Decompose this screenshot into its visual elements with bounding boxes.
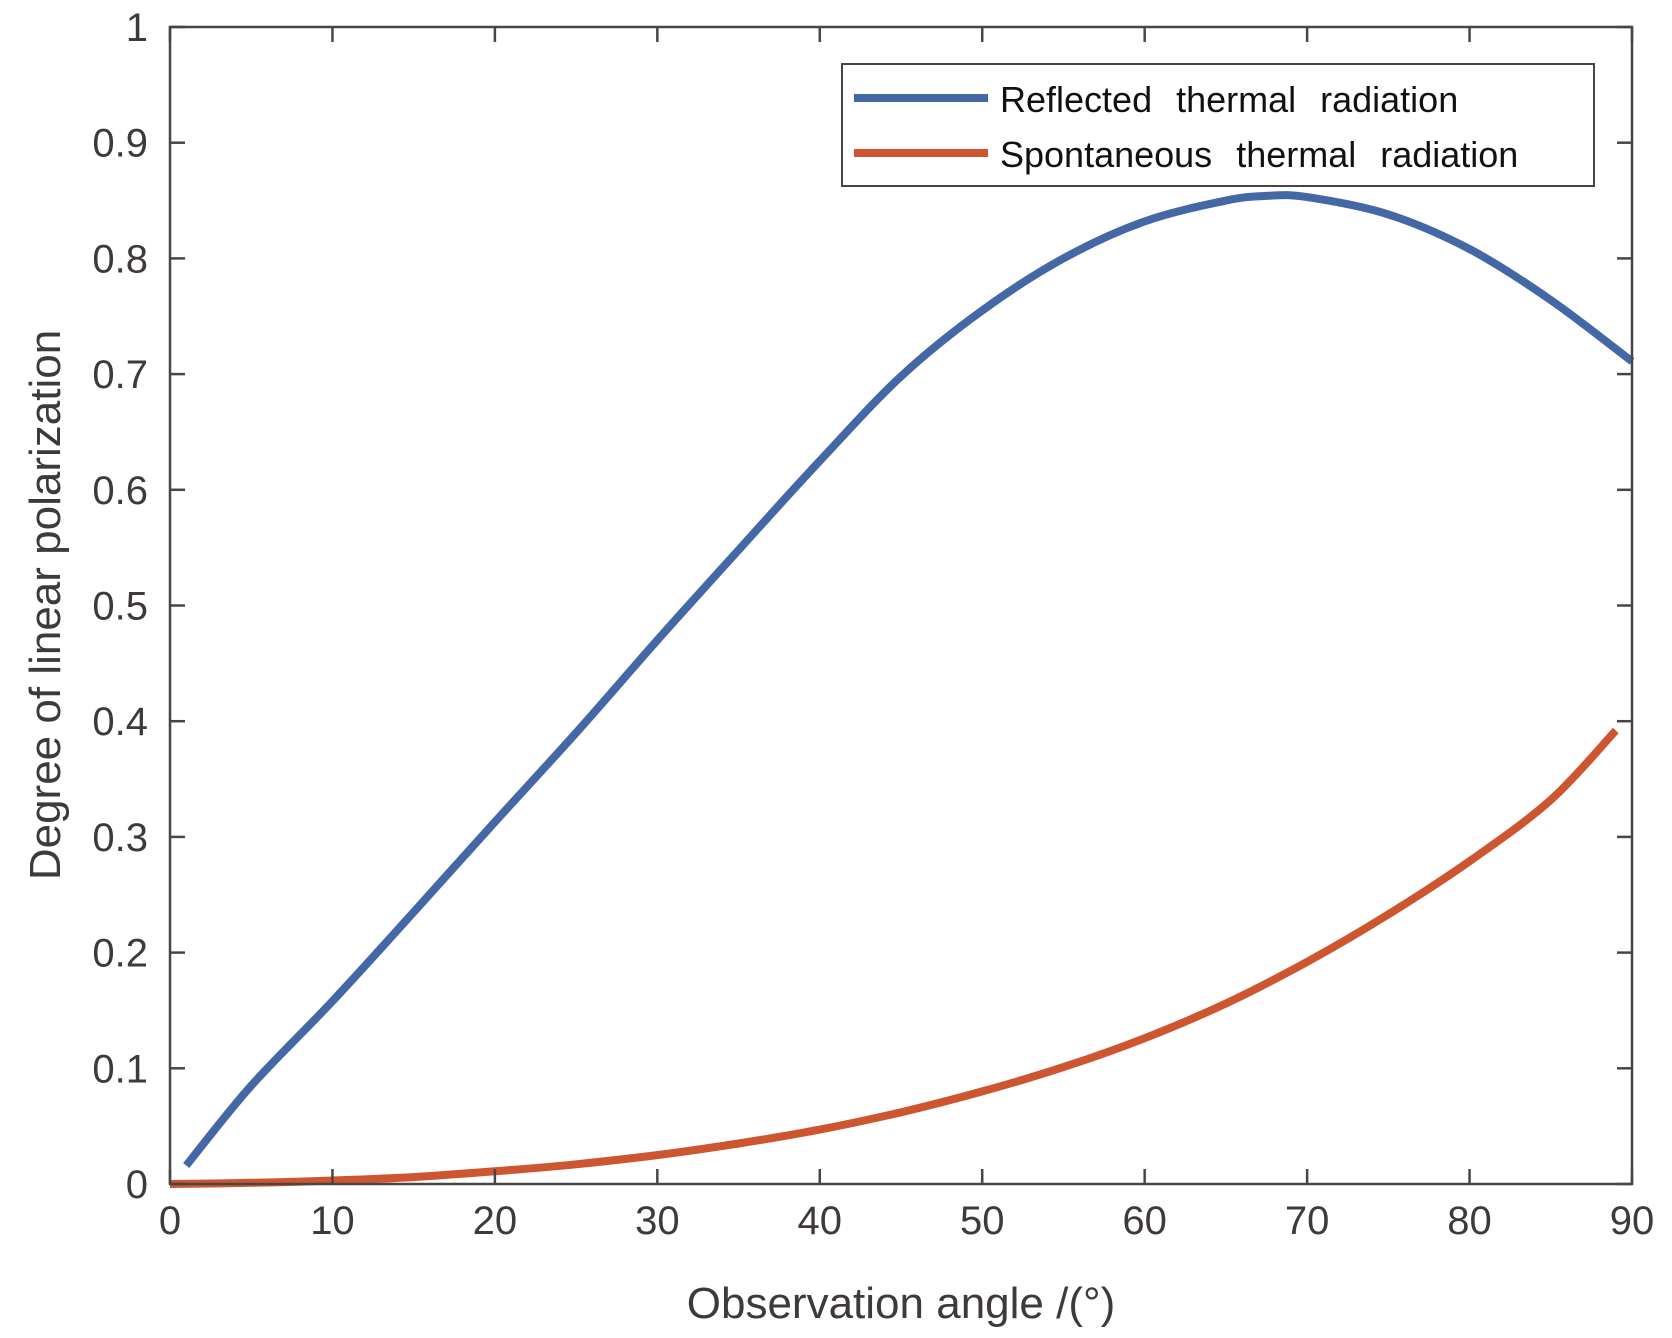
x-tick-label: 80	[1447, 1199, 1492, 1243]
y-tick-label: 0.3	[92, 816, 148, 860]
y-tick-label: 0.7	[92, 353, 148, 397]
x-tick-label: 30	[635, 1199, 680, 1243]
x-tick-label: 0	[159, 1199, 181, 1243]
legend: Reflected thermal radiation Spontaneous …	[841, 63, 1595, 187]
series-layer	[169, 191, 1635, 1188]
y-tick-label: 0.4	[92, 700, 148, 744]
legend-label-reflected: Reflected thermal radiation	[1000, 79, 1458, 120]
y-tick-label: 0	[126, 1163, 148, 1207]
x-tick-label: 90	[1610, 1199, 1655, 1243]
x-tick-label: 20	[473, 1199, 518, 1243]
x-tick-label: 40	[798, 1199, 843, 1243]
axes-box	[168, 25, 1634, 1186]
x-tick-label: 70	[1285, 1199, 1330, 1243]
x-tick-label: 50	[960, 1199, 1005, 1243]
x-tick-label: 60	[1122, 1199, 1167, 1243]
series-line-spontaneous	[169, 727, 1619, 1188]
plot-area	[170, 27, 1632, 1184]
y-tick-label: 1	[126, 6, 148, 50]
y-tick-label: 0.6	[92, 469, 148, 513]
x-axis-title: Observation angle /(°)	[687, 1279, 1115, 1328]
y-tick-label: 0.2	[92, 932, 148, 976]
series-line-reflected	[183, 191, 1635, 1169]
y-tick-label: 0.1	[92, 1047, 148, 1091]
y-axis-title: Degree of linear polarization	[21, 330, 70, 880]
tick-labels-layer: 0 10 20 30 40 50 60 70 80 90 0 0.1 0.2 0.3 0.4 0.5 0.6 0.…	[92, 6, 1654, 1243]
y-tick-label: 0.8	[92, 237, 148, 281]
legend-box	[841, 63, 1595, 187]
legend-label-spontaneous: Spontaneous thermal radiation	[1000, 134, 1518, 175]
x-tick-label: 10	[310, 1199, 355, 1243]
y-tick-label: 0.5	[92, 585, 148, 629]
y-tick-label: 0.9	[92, 122, 148, 166]
